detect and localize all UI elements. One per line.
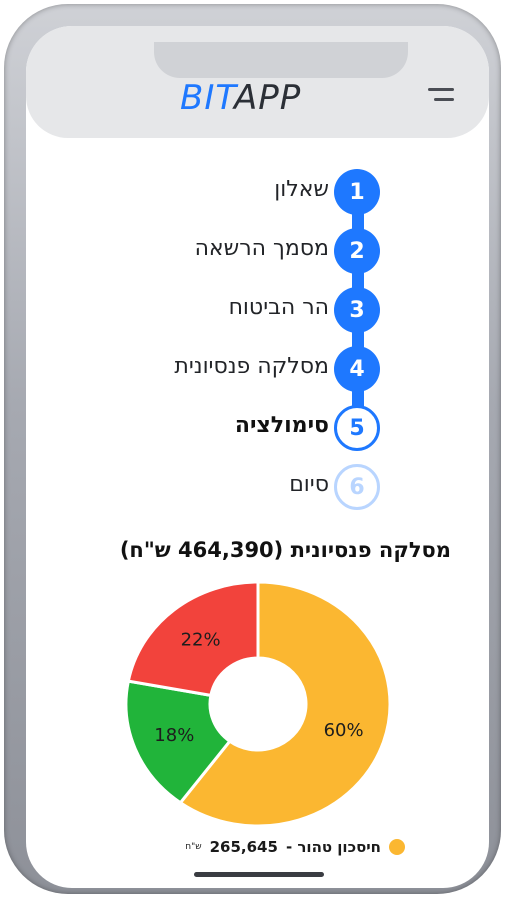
progress-stepper: 1 שאלון 2 מסמך הרשאה 3 הר הביטוח 4 מסלקה… — [26, 26, 489, 510]
hamburger-menu-icon[interactable] — [424, 84, 458, 106]
step-4-label[interactable]: מסלקה פנסיונית — [174, 354, 329, 379]
step-2-circle[interactable]: 2 — [334, 228, 380, 274]
step-5-circle[interactable]: 5 — [334, 405, 380, 451]
menu-line — [434, 98, 454, 101]
step-2-label[interactable]: מסמך הרשאה — [194, 236, 329, 261]
step-3-label[interactable]: הר הביטוח — [228, 295, 329, 320]
step-6-label[interactable]: סיום — [289, 472, 329, 497]
step-6-circle[interactable]: 6 — [334, 464, 380, 510]
phone-notch — [154, 42, 408, 78]
logo-app: APP — [234, 78, 302, 118]
donut-slice-label-1: 60% — [324, 720, 364, 741]
donut-slice-3 — [126, 580, 260, 698]
step-1-circle[interactable]: 1 — [334, 169, 380, 215]
legend-label: חיסכון טהור - — [285, 838, 381, 856]
logo-bit: BIT — [180, 78, 234, 118]
donut-slice-label-2: 18% — [154, 725, 194, 746]
chart-legend: חיסכון טהור - 265,645 ש"ח — [185, 838, 405, 856]
step-5-label[interactable]: סימולציה — [234, 413, 329, 438]
step-4-circle[interactable]: 4 — [334, 346, 380, 392]
step-1-label[interactable]: שאלון — [274, 177, 329, 202]
home-indicator — [194, 872, 324, 877]
pension-donut-chart: 60% 18% 22% — [124, 580, 392, 828]
donut-slice-label-3: 22% — [181, 629, 221, 650]
donut-slice-1 — [178, 580, 392, 828]
legend-value: 265,645 — [209, 838, 278, 856]
donut-slice-2 — [124, 679, 232, 805]
pension-title: מסלקה פנסיונית (464,390 ש"ח) — [119, 538, 451, 562]
step-3-circle[interactable]: 3 — [334, 287, 380, 333]
legend-dot — [389, 839, 405, 855]
menu-line — [428, 88, 454, 91]
legend-unit: ש"ח — [185, 842, 202, 852]
phone-frame: BITAPP 1 שאלון 2 מסמך הרשאה 3 הר הביטוח … — [4, 4, 501, 894]
app-logo: BITAPP — [180, 78, 301, 118]
phone-screen: BITAPP 1 שאלון 2 מסמך הרשאה 3 הר הביטוח … — [26, 26, 489, 888]
